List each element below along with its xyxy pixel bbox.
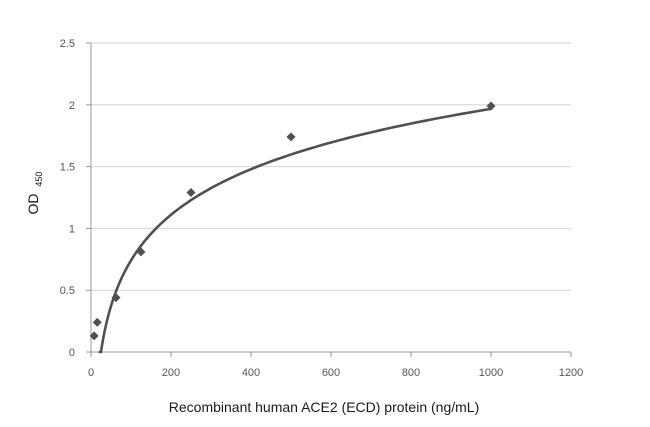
trendline — [98, 107, 493, 354]
x-tick-label: 600 — [322, 367, 340, 379]
grid-lines — [91, 42, 571, 291]
data-point — [186, 188, 196, 198]
data-point — [286, 132, 296, 142]
svg-text:OD 450: OD 450 — [25, 172, 44, 215]
y-tick-label: 1.5 — [60, 162, 75, 174]
x-axis-title: Recombinant human ACE2 (ECD) protein (ng… — [169, 399, 479, 415]
y-axis-title: OD 450 — [25, 172, 44, 215]
x-tick-label: 200 — [162, 367, 180, 379]
y-tick-label: 2 — [69, 100, 75, 112]
y-tick-labels: 0 0.5 1 1.5 2 2.5 — [60, 38, 75, 359]
trendline-curve — [98, 107, 493, 354]
data-point — [486, 101, 496, 111]
data-point — [89, 331, 99, 341]
y-tick-label: 0 — [69, 347, 75, 359]
y-tick-label: 1 — [69, 223, 75, 235]
data-point — [111, 293, 121, 303]
axes — [86, 42, 572, 357]
y-tick-label: 2.5 — [60, 38, 75, 50]
data-points — [89, 101, 496, 341]
x-tick-labels: 0 200 400 600 800 1000 1200 — [88, 367, 583, 379]
y-axis-title-subscript: 450 — [34, 172, 44, 187]
x-tick-label: 1200 — [559, 367, 583, 379]
y-axis-title-main: OD — [25, 193, 41, 214]
data-point — [136, 247, 146, 257]
x-tick-label: 800 — [402, 367, 420, 379]
data-point — [92, 317, 102, 327]
x-tick-label: 1000 — [479, 367, 503, 379]
x-tick-label: 400 — [242, 367, 260, 379]
y-tick-label: 0.5 — [60, 285, 75, 297]
x-tick-label: 0 — [88, 367, 94, 379]
